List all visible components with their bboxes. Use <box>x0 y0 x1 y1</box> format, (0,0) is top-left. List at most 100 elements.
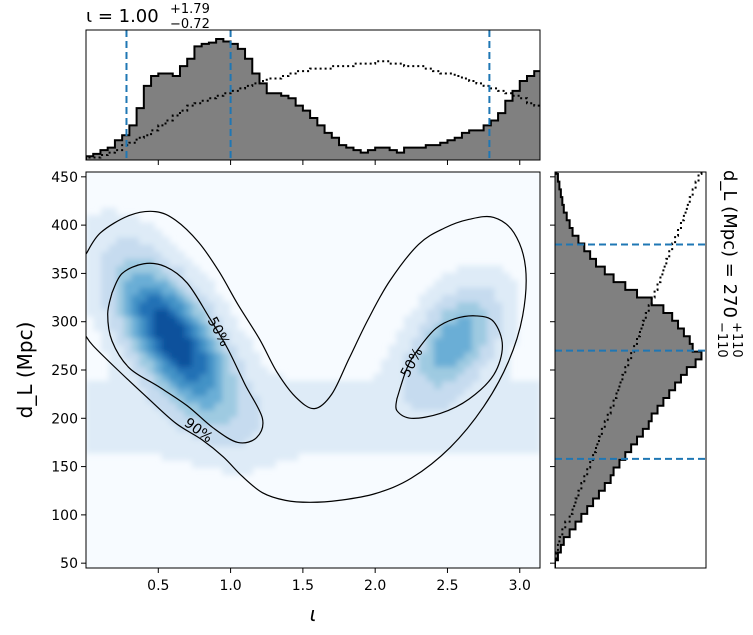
heatmap-cell <box>388 438 397 447</box>
heatmap-cell <box>131 265 140 274</box>
heatmap-cell <box>108 229 117 238</box>
heatmap-cell <box>161 373 170 382</box>
heatmap-cell <box>267 380 276 389</box>
heatmap-cell <box>169 359 178 367</box>
heatmap-cell <box>116 244 125 252</box>
heatmap-cell <box>532 409 540 418</box>
heatmap-cell <box>86 438 95 447</box>
heatmap-cell <box>464 316 473 324</box>
heatmap-cell <box>418 330 428 339</box>
heatmap-cell <box>176 424 185 432</box>
heatmap-cell <box>154 402 163 411</box>
heatmap-cell <box>509 330 518 339</box>
heatmap-cell <box>479 395 488 403</box>
heatmap-cell <box>441 380 450 389</box>
heatmap-cell <box>184 344 193 353</box>
heatmap-cell <box>275 373 284 382</box>
heatmap-cell <box>93 272 102 281</box>
heatmap-cell <box>191 460 201 468</box>
heatmap-cell <box>131 416 140 425</box>
heatmap-cell <box>108 244 117 252</box>
heatmap-cell <box>108 409 117 418</box>
heatmap-cell <box>403 395 412 403</box>
heatmap-cell <box>418 431 428 439</box>
heatmap-cell <box>108 265 117 274</box>
heatmap-cell <box>154 272 163 281</box>
heatmap-cell <box>131 352 140 360</box>
heatmap-cell <box>487 402 496 411</box>
heatmap-cell <box>207 294 216 303</box>
heatmap-cell <box>456 431 465 439</box>
heatmap-cell <box>328 380 337 389</box>
heatmap-cell <box>335 431 344 439</box>
heatmap-cell <box>154 409 163 418</box>
heatmap-cell <box>418 424 428 432</box>
heatmap-cell <box>426 366 435 375</box>
y-axis-ticks: 50 100 150 200 250 300 350 400 450 <box>51 170 86 572</box>
heatmap-cell <box>169 431 178 439</box>
heatmap-cell <box>282 445 291 454</box>
heatmap-cell <box>343 409 352 418</box>
heatmap-cell <box>131 366 140 375</box>
heatmap-cell <box>244 352 254 360</box>
heatmap-cell <box>108 445 117 454</box>
heatmap-cell <box>237 344 246 353</box>
heatmap-cell <box>487 431 496 439</box>
heatmap-cell <box>244 402 254 411</box>
heatmap-cell <box>101 301 110 310</box>
heatmap-cell <box>154 352 163 360</box>
heatmap-cell <box>502 402 511 411</box>
heatmap-cell <box>214 445 223 454</box>
heatmap-cell <box>154 366 163 375</box>
heatmap-cell <box>411 431 420 439</box>
heatmap-cell <box>146 402 155 411</box>
heatmap-cell <box>123 380 132 389</box>
x-tick-label: 1.0 <box>219 578 241 594</box>
heatmap-cell <box>169 344 178 353</box>
heatmap-cell <box>305 402 314 411</box>
heatmap-cell <box>108 373 117 382</box>
heatmap-cell <box>358 438 367 447</box>
heatmap-cell <box>169 258 178 267</box>
heatmap-cell <box>396 366 405 375</box>
heatmap-cell <box>282 452 291 461</box>
heatmap-cell <box>207 380 216 389</box>
heatmap-cell <box>108 215 117 223</box>
heatmap-cell <box>154 359 163 367</box>
heatmap-cell <box>176 438 185 447</box>
heatmap-cell <box>350 380 359 389</box>
heatmap-cell <box>396 395 405 403</box>
heatmap-cell <box>290 409 299 418</box>
heatmap-cell <box>449 308 458 317</box>
heatmap-cell <box>464 330 473 339</box>
heatmap-cell <box>161 409 170 418</box>
heatmap-cell <box>138 352 148 360</box>
y-tick-label: 450 <box>51 170 78 186</box>
heatmap-cell <box>116 352 125 360</box>
heatmap-cell <box>509 438 518 447</box>
heatmap-cell <box>191 316 201 324</box>
heatmap-cell <box>509 416 518 425</box>
heatmap-cell <box>479 424 488 432</box>
heatmap-cell <box>471 359 481 367</box>
heatmap-cell <box>471 294 481 303</box>
heatmap-cell <box>237 395 246 403</box>
heatmap-cell <box>426 445 435 454</box>
heatmap-cell <box>275 388 284 396</box>
heatmap-cell <box>479 323 488 331</box>
heatmap-cell <box>373 395 382 403</box>
heatmap-cell <box>502 330 511 339</box>
heatmap-cell <box>297 445 307 454</box>
heatmap-cell <box>502 431 511 439</box>
heatmap-cell <box>290 402 299 411</box>
heatmap-cell <box>297 409 307 418</box>
heatmap-cell <box>434 344 443 353</box>
joint-density-panel: 50%50%90% 0.5 1.0 1.5 2.0 2.5 3.0 50100150200… <box>51 170 541 594</box>
heatmap-cell <box>207 287 216 295</box>
heatmap-cell <box>343 424 352 432</box>
heatmap-cell <box>449 294 458 303</box>
heatmap-cell <box>260 402 269 411</box>
heatmap-cell <box>305 395 314 403</box>
heatmap-cell <box>335 438 344 447</box>
heatmap-cell <box>176 316 185 324</box>
